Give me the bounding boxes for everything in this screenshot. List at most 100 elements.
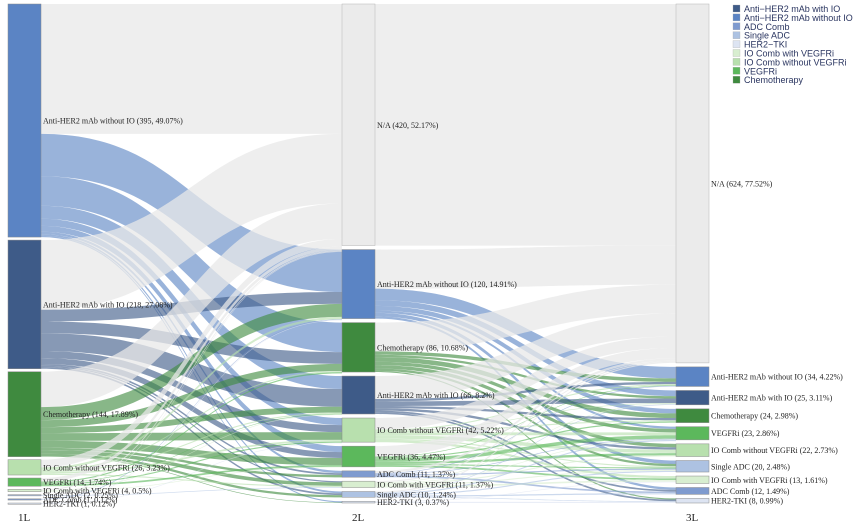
node-1l-vegfri [7, 477, 42, 487]
flow-chemotherapy-to-anti-her2-mab-with-io-s1 [375, 354, 676, 399]
flow-anti-her2-mab-with-io-to-chemotherapy-s0 [41, 321, 342, 364]
stage-label-2l: 2L [352, 512, 365, 524]
flow-anti-her2-mab-with-io-to-adc-comb-s1 [375, 410, 676, 492]
flow-anti-her2-mab-without-io-to-n-a-s0 [41, 4, 342, 134]
node-2l-io-comb-with-vegfri [341, 480, 376, 488]
flow-io-comb-without-vegfri-to-n-a-s0 [41, 238, 342, 468]
flow-her2-tki-to-io-comb-without-vegfri-s0 [41, 442, 342, 505]
flow-io-comb-without-vegfri-to-vegfri-s1 [375, 432, 676, 436]
flow-vegfri-to-chemotherapy-s0 [41, 372, 342, 483]
flow-io-comb-without-vegfri-to-anti-her2-mab-with-io-s1 [375, 403, 676, 432]
legend-label-adc-comb: ADC Comb [744, 22, 790, 32]
legend-label-single-adc: Single ADC [744, 31, 791, 41]
legend-swatch-single-adc [732, 31, 741, 39]
legend-swatch-adc-comb [732, 22, 741, 30]
flow-io-comb-without-vegfri-to-chemotherapy-s0 [41, 370, 342, 471]
node-1l-single-adc [7, 494, 42, 497]
node-1l-her2-tki [7, 502, 42, 505]
flow-adc-comb-to-vegfri-s1 [375, 438, 676, 475]
node-label-2l-her2-tki: HER2-TKI (3, 0.37%) [377, 498, 449, 507]
flow-chemotherapy-to-n-a-s0 [41, 203, 342, 408]
node-label-2l-n-a: N/A (420, 52.17%) [377, 121, 439, 130]
flow-n-a-to-n-a-s1 [375, 4, 676, 246]
node-label-1l-vegfri: VEGFRi (14, 1.74%) [43, 478, 112, 487]
node-label-3l-her2-tki: HER2-TKI (8, 0.99%) [711, 497, 783, 506]
flow-anti-her2-mab-with-io-to-n-a-s0 [41, 133, 342, 310]
node-1l-io-comb-without-vegfri [7, 459, 42, 476]
legend-swatch-io-comb-with-vegfri [732, 49, 741, 57]
node-1l-anti-her2-mab-without-io [7, 3, 42, 238]
node-3l-her2-tki [675, 498, 710, 504]
node-1l-anti-her2-mab-with-io [7, 239, 42, 369]
flow-vegfri-to-io-comb-without-vegfri-s1 [375, 453, 676, 465]
legend-swatch-her2-tki [732, 40, 741, 48]
node-1l-io-comb-with-vegfri [7, 489, 42, 492]
flow-io-comb-with-vegfri-to-vegfri-s0 [41, 466, 342, 492]
node-label-2l-chemotherapy: Chemotherapy (86, 10.68%) [377, 343, 468, 352]
flow-chemotherapy-to-chemotherapy-s0 [41, 363, 342, 428]
links-layer [41, 4, 676, 505]
node-label-1l-anti-her2-mab-without-io: Anti-HER2 mAb without IO (395, 49.07%) [43, 117, 183, 126]
flow-chemotherapy-to-her2-tki-s0 [41, 456, 342, 504]
node-label-3l-io-comb-with-vegfri: IO Comb with VEGFRi (13, 1.61%) [711, 476, 828, 485]
node-3l-vegfri [675, 426, 710, 441]
node-2l-adc-comb [341, 470, 376, 478]
legend-label-io-comb-without-vegfri: IO Comb without VEGFRi [744, 57, 847, 67]
legend-label-vegfri: VEGFRi [744, 66, 777, 76]
node-2l-anti-her2-mab-without-io [341, 249, 376, 319]
flow-chemotherapy-to-n-a-s1 [375, 284, 676, 352]
flow-her2-tki-to-io-comb-with-vegfri-s1 [375, 481, 676, 502]
node-2l-anti-her2-mab-with-io [341, 375, 376, 415]
nodes-layer [7, 3, 710, 505]
flow-vegfri-to-vegfri-s0 [41, 465, 342, 487]
flow-single-adc-to-single-adc-s1 [375, 470, 676, 496]
node-1l-adc-comb [7, 498, 42, 501]
flow-io-comb-with-vegfri-to-vegfri-s1 [375, 439, 676, 484]
stage-label-3l: 3L [686, 512, 699, 524]
stage-labels: 1L 2L 3L [18, 512, 699, 524]
node-2l-her2-tki [341, 501, 376, 504]
flow-io-comb-with-vegfri-to-n-a-s0 [41, 250, 342, 491]
node-label-3l-anti-her2-mab-without-io: Anti-HER2 mAb without IO (34, 4.22%) [711, 373, 843, 382]
flow-anti-her2-mab-with-io-to-io-comb-without-vegfri-s0 [41, 351, 342, 433]
node-3l-io-comb-without-vegfri [675, 443, 710, 457]
legend-label-anti-her2-mab-with-io: Anti−HER2 mAb with IO [744, 4, 840, 14]
legend-label-io-comb-with-vegfri: IO Comb with VEGFRi [744, 49, 834, 59]
flow-anti-her2-mab-with-io-to-chemotherapy-s1 [375, 405, 676, 421]
flow-anti-her2-mab-with-io-to-io-comb-with-vegfri-s0 [41, 365, 342, 483]
legend-swatch-vegfri [732, 67, 741, 75]
node-2l-io-comb-without-vegfri [341, 417, 376, 443]
node-3l-single-adc [675, 460, 710, 473]
flow-io-comb-with-vegfri-to-io-comb-with-vegfri-s1 [375, 480, 676, 488]
node-2l-single-adc [341, 491, 376, 498]
flow-adc-comb-to-anti-her2-mab-without-io-s0 [41, 319, 342, 500]
flow-chemotherapy-to-vegfri-s1 [375, 361, 676, 433]
flow-vegfri-to-anti-her2-mab-with-io-s0 [41, 413, 342, 484]
node-3l-anti-her2-mab-with-io [675, 390, 710, 406]
flow-io-comb-without-vegfri-to-io-comb-without-vegfri-s0 [41, 439, 342, 474]
node-label-1l-chemotherapy: Chemotherapy (144, 17.89%) [43, 410, 138, 419]
node-label-1l-her2-tki: HER2-TKI (1, 0.12%) [43, 500, 115, 509]
flow-single-adc-to-adc-comb-s1 [375, 493, 676, 497]
flow-anti-her2-mab-without-io-to-vegfri-s1 [375, 310, 676, 429]
flow-io-comb-without-vegfri-to-n-a-s1 [375, 336, 676, 430]
node-label-3l-io-comb-without-vegfri: IO Comb without VEGFRi (22, 2.73%) [711, 446, 838, 455]
legend-label-her2-tki: HER2−TKI [744, 40, 787, 50]
node-label-3l-n-a: N/A (624, 77.52%) [711, 179, 773, 188]
flow-single-adc-to-io-comb-with-vegfri-s0 [41, 487, 342, 496]
node-label-1l-single-adc: Single ADC (2, 0.25%) [43, 491, 118, 500]
node-label-2l-vegfri: VEGFRi (36, 4.47%) [377, 453, 446, 462]
flow-anti-her2-mab-without-io-to-chemotherapy-s0 [41, 176, 342, 353]
node-3l-chemotherapy [675, 408, 710, 423]
flow-adc-comb-to-n-a-s1 [375, 358, 676, 474]
flow-anti-her2-mab-with-io-to-n-a-s1 [375, 313, 676, 400]
flow-single-adc-to-vegfri-s1 [375, 439, 676, 495]
flow-her2-tki-to-her2-tki-s1 [375, 501, 676, 504]
flow-vegfri-to-n-a-s0 [41, 246, 342, 482]
node-3l-n-a [675, 3, 710, 364]
flow-anti-her2-mab-without-io-to-anti-her2-mab-without-io-s1 [375, 288, 676, 379]
flow-adc-comb-to-anti-her2-mab-without-io-s1 [375, 385, 676, 474]
flow-single-adc-to-her2-tki-s1 [375, 496, 676, 502]
flow-anti-her2-mab-with-io-to-io-comb-without-vegfri-s1 [375, 408, 676, 450]
